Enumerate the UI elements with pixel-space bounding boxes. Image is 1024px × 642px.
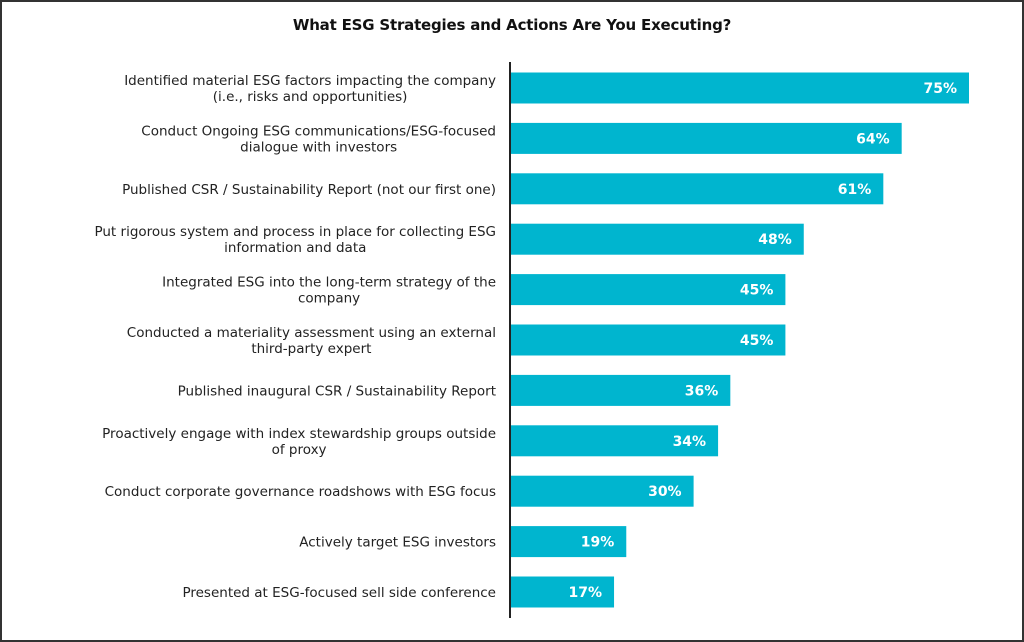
data-label: 64% [856, 131, 890, 147]
chart-title: What ESG Strategies and Actions Are You … [292, 16, 732, 34]
data-label: 45% [740, 283, 774, 299]
bar [510, 173, 884, 205]
bar [510, 122, 902, 154]
bar [510, 425, 719, 457]
category-label: Published CSR / Sustainability Report (n… [122, 182, 496, 198]
category-label: Identified material ESG factors impactin… [124, 73, 496, 105]
data-label: 48% [758, 232, 792, 248]
data-label: 34% [673, 434, 707, 450]
category-label: Integrated ESG into the long-term strate… [162, 275, 496, 307]
category-label: Proactively engage with index stewardshi… [102, 426, 496, 458]
category-label: Conducted a materiality assessment using… [127, 325, 496, 357]
bar [510, 324, 786, 356]
bar [510, 274, 786, 306]
category-label: Put rigorous system and process in place… [94, 224, 496, 256]
bar [510, 72, 969, 104]
category-label: Presented at ESG-focused sell side confe… [182, 585, 496, 601]
category-label: Conduct corporate governance roadshows w… [105, 484, 496, 500]
data-label: 45% [740, 333, 774, 349]
data-label: 61% [838, 182, 872, 198]
data-label: 30% [648, 484, 682, 500]
bar [510, 374, 731, 406]
category-label: Conduct Ongoing ESG communications/ESG-f… [141, 123, 496, 155]
bar [510, 526, 627, 558]
data-label: 36% [685, 383, 719, 399]
bar [510, 475, 694, 507]
data-label: 19% [581, 535, 615, 551]
bar [510, 223, 804, 255]
data-label: 75% [923, 81, 957, 97]
category-label: Actively target ESG investors [299, 535, 496, 551]
data-label: 17% [569, 585, 603, 601]
category-label: Published inaugural CSR / Sustainability… [178, 383, 496, 399]
bar [510, 576, 615, 608]
